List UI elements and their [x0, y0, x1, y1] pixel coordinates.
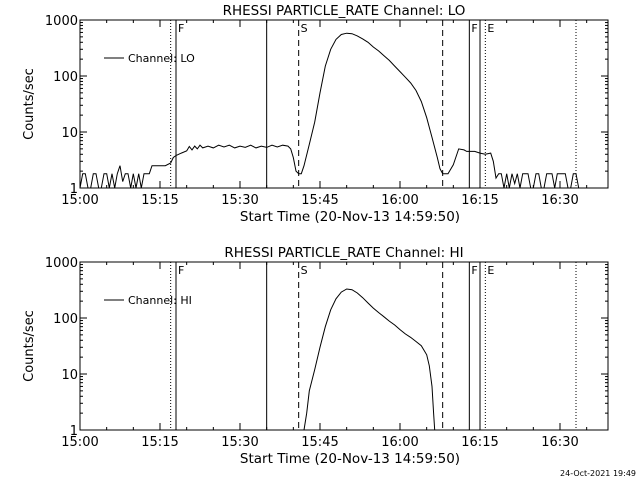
y-tick-label: 1000	[45, 14, 78, 29]
x-tick-label: 15:30	[221, 193, 258, 208]
x-tick-label: 15:30	[221, 435, 258, 450]
plot-frame	[79, 19, 609, 189]
y-axis-label: Counts/sec	[22, 310, 37, 382]
series-line	[303, 288, 436, 431]
x-tick-label: 15:45	[301, 435, 338, 450]
x-axis-label: Start Time (20-Nov-13 14:59:50)	[240, 451, 460, 467]
marker-label: F	[178, 22, 184, 35]
timestamp: 24-Oct-2021 19:49	[560, 469, 636, 478]
y-tick-label: 10	[61, 368, 78, 383]
x-tick-label: 15:45	[301, 193, 338, 208]
y-axis-label: Counts/sec	[22, 68, 37, 140]
x-tick-label: 16:30	[541, 193, 578, 208]
x-tick-label: 16:15	[461, 435, 498, 450]
legend-label: Channel: LO	[128, 52, 195, 65]
marker-label: F	[471, 264, 477, 277]
x-tick-label: 16:15	[461, 193, 498, 208]
x-tick-label: 15:15	[141, 193, 178, 208]
x-tick-label: 15:00	[61, 435, 98, 450]
x-tick-label: 16:00	[381, 193, 418, 208]
y-tick-label: 100	[53, 312, 78, 327]
hi-channel-panel: RHESSI PARTICLE_RATE Channel: HI 15:00 15:…	[22, 245, 609, 467]
marker-label: F	[471, 22, 477, 35]
y-tick-label: 1000	[45, 256, 78, 271]
y-tick-label: 10	[61, 126, 78, 141]
marker-label: S	[301, 264, 308, 277]
x-tick-label: 15:00	[61, 193, 98, 208]
marker-label: E	[487, 22, 494, 35]
x-tick-label: 15:15	[141, 435, 178, 450]
y-tick-label: 100	[53, 70, 78, 85]
chart-title: RHESSI PARTICLE_RATE Channel: HI	[224, 245, 463, 261]
chart-title: RHESSI PARTICLE_RATE Channel: LO	[223, 3, 466, 19]
x-tick-label: 16:30	[541, 435, 578, 450]
lo-channel-panel: RHESSI PARTICLE_RATE Channel: LO 15:00 15:…	[22, 3, 609, 225]
y-tick-label: 1	[70, 424, 78, 439]
x-tick-label: 16:00	[381, 435, 418, 450]
marker-label: S	[301, 22, 308, 35]
plot-frame	[79, 261, 609, 431]
marker-label: F	[178, 264, 184, 277]
x-axis-label: Start Time (20-Nov-13 14:59:50)	[240, 209, 460, 225]
legend-label: Channel: HI	[128, 294, 192, 307]
marker-label: E	[487, 264, 494, 277]
series-line	[79, 32, 580, 189]
y-tick-label: 1	[70, 182, 78, 197]
